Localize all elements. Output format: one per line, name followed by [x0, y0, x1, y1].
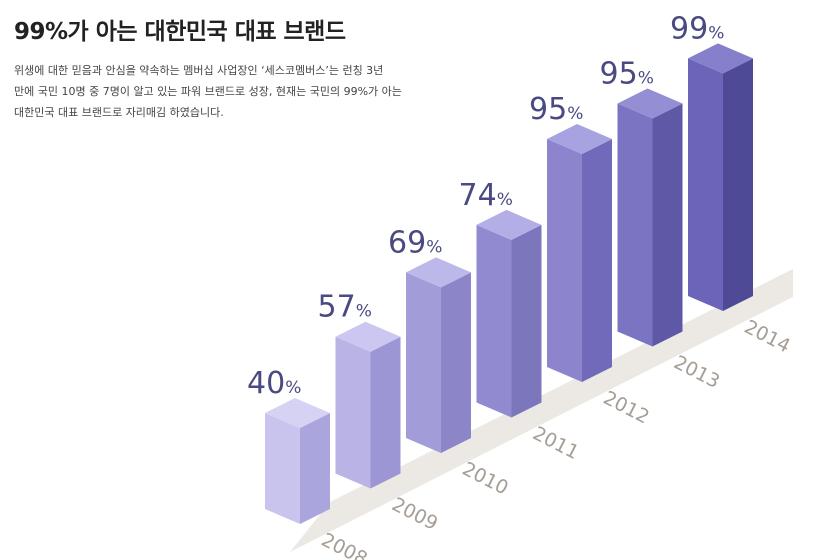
bar-front-face	[617, 103, 653, 347]
bar-2010	[406, 257, 471, 453]
year-label: 2012	[600, 387, 653, 429]
bar-side-face	[441, 272, 471, 453]
value-label: 99%	[670, 11, 724, 46]
bars-group	[265, 43, 753, 524]
description-line: 대한민국 대표 브랜드로 자리매김 하였습니다.	[14, 106, 224, 119]
year-label: 2009	[388, 493, 441, 535]
bar-front-face	[265, 413, 300, 524]
bar-side-face	[370, 336, 401, 489]
value-label: 95%	[600, 57, 654, 92]
bar-side-face	[300, 413, 330, 524]
bar-top-face	[406, 257, 471, 288]
year-label: 2010	[459, 458, 512, 500]
bar-2014	[688, 43, 753, 312]
year-label: 2013	[670, 351, 723, 393]
bar-side-face	[652, 103, 683, 347]
bar-front-face	[547, 139, 582, 382]
bar-2012	[547, 124, 612, 382]
description-line: 위생에 대한 믿음과 안심을 약속하는 멤버십 사업장인 ‘세스코멤버스’는 런…	[14, 64, 384, 77]
value-label: 74%	[459, 178, 513, 213]
bar-top-face	[335, 321, 401, 352]
value-label: 40%	[247, 366, 301, 401]
bar-top-face	[688, 43, 753, 74]
bar-side-face	[582, 139, 612, 382]
bar-top-face	[476, 209, 542, 240]
bar-front-face	[476, 224, 512, 418]
year-label: 2011	[529, 422, 582, 464]
bar-2008	[265, 398, 330, 524]
bar-side-face	[723, 58, 753, 312]
value-label: 95%	[529, 92, 583, 127]
value-label: 69%	[388, 225, 442, 260]
bar-front-face	[406, 272, 441, 453]
bar-top-face	[617, 88, 683, 119]
floor-shadow	[290, 268, 793, 552]
bar-top-face	[547, 124, 612, 154]
value-label: 57%	[318, 290, 372, 325]
year-label: 2008	[318, 529, 371, 560]
bar-side-face	[511, 224, 542, 418]
year-label: 2014	[741, 316, 794, 358]
bar-2009	[335, 321, 401, 489]
bar-top-face	[265, 398, 330, 428]
bar-2013	[617, 88, 683, 347]
bar-front-face	[335, 336, 371, 489]
description: 위생에 대한 믿음과 안심을 약속하는 멤버십 사업장인 ‘세스코멤버스’는 런…	[14, 60, 409, 123]
floor-shadow-group	[290, 268, 793, 552]
bar-front-face	[688, 58, 723, 312]
page-title: 99%가 아는 대한민국 대표 브랜드	[14, 19, 346, 45]
bar-2011	[476, 209, 542, 418]
description-line: 만에 국민 10명 중 7명이 알고 있는 파워 브랜드로 성장, 현재는 국민…	[14, 85, 402, 98]
